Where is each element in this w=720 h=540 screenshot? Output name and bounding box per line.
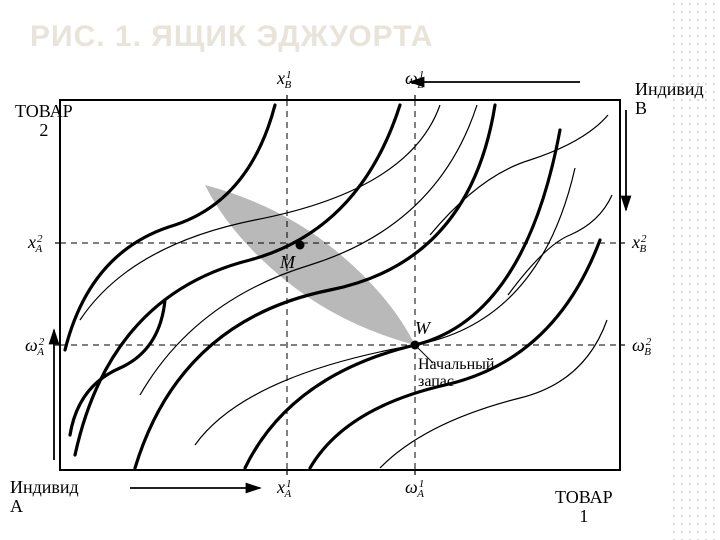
label-xB1: x1B bbox=[277, 68, 291, 91]
label-tovar1: ТОВАР1 bbox=[555, 488, 613, 526]
label-tovar2: ТОВАР2 bbox=[15, 102, 73, 140]
label-wB2: ω2B bbox=[632, 335, 651, 358]
label-xB2: x2B bbox=[632, 232, 646, 255]
point-M bbox=[296, 241, 305, 250]
label-xA2: x2A bbox=[28, 232, 42, 255]
indiff-curve-B bbox=[430, 115, 608, 235]
label-individ-A: ИндивидА bbox=[10, 478, 79, 516]
label-M: M bbox=[280, 252, 295, 273]
label-initial-endowment: Начальныйзапас bbox=[418, 357, 494, 391]
label-wA2: ω2A bbox=[25, 335, 44, 358]
label-W: W bbox=[415, 318, 430, 339]
label-xA1: x1A bbox=[277, 477, 291, 500]
label-wA1: ω1A bbox=[405, 477, 424, 500]
label-wB1: ω1B bbox=[405, 68, 424, 91]
edgeworth-box-diagram bbox=[0, 0, 720, 540]
indiff-curve-A bbox=[70, 300, 165, 435]
label-individ-B: ИндивидВ bbox=[635, 80, 704, 118]
